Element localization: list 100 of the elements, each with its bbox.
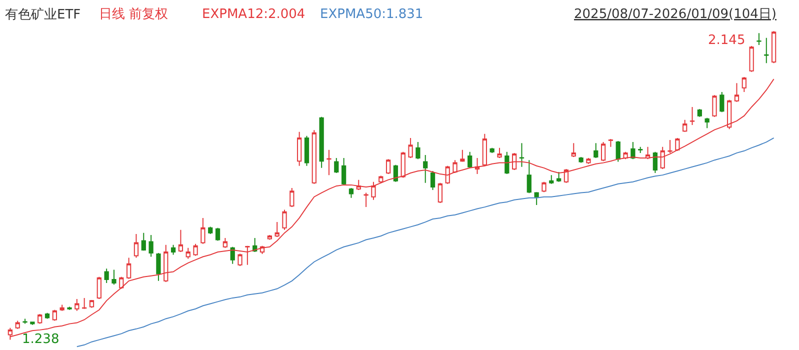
candlestick: [312, 130, 316, 184]
candlestick: [393, 164, 398, 182]
candlestick: [364, 192, 368, 208]
candlestick: [586, 158, 591, 164]
candlestick: [274, 222, 280, 238]
candlestick: [549, 174, 554, 184]
candlestick: [245, 245, 250, 266]
candlestick: [504, 151, 510, 175]
text: EXPMA12:2.004: [202, 7, 306, 22]
candlestick: [452, 160, 458, 174]
candlestick: [208, 226, 213, 234]
candlestick: [238, 253, 242, 266]
candlestick: [474, 158, 480, 175]
candlestick: [660, 146, 665, 170]
candlestick: [193, 243, 198, 256]
candlestick: [600, 142, 606, 162]
chart-subtitle: 日线 前复权: [99, 7, 168, 22]
candlestick: [282, 209, 287, 230]
candlestick: [74, 298, 80, 312]
annotation: 2.145: [708, 33, 746, 48]
candlestick: [734, 82, 740, 102]
candlestick: [52, 309, 57, 322]
candlestick: [608, 138, 614, 148]
candlestick: [771, 30, 776, 64]
candlestick: [526, 160, 532, 194]
candlestick: [468, 151, 472, 168]
candlestick: [704, 117, 710, 129]
candlestick: [460, 149, 465, 162]
candlestick: [438, 182, 443, 204]
candlestick: [104, 268, 109, 284]
candlestick: [727, 99, 732, 130]
candlestick: [82, 297, 87, 310]
candlestick: [556, 172, 562, 182]
text: 2025/08/07-2026/01/09(104日): [574, 7, 777, 22]
candlestick: [668, 140, 672, 154]
candlestick: [348, 188, 354, 198]
candlestick: [326, 149, 332, 176]
candlestick: [230, 246, 235, 264]
candlestick: [126, 257, 132, 280]
candlestick: [697, 108, 702, 118]
candlestick: [408, 137, 413, 159]
candlestick: [89, 299, 94, 308]
annotation: 1.238: [22, 332, 60, 347]
candlestick: [742, 76, 746, 93]
candlestick: [445, 165, 450, 184]
candlestick: [297, 131, 302, 166]
candlestick: [578, 156, 584, 164]
candlestick: [134, 233, 139, 258]
candlestick: [178, 229, 184, 252]
candlestick: [341, 158, 346, 186]
candlestick: [423, 154, 428, 184]
candlestick: [215, 227, 220, 242]
candlestick: [638, 146, 643, 154]
candlestick: [38, 313, 42, 324]
candlestick: [690, 106, 695, 126]
candlestick: [542, 181, 546, 193]
candlestick: [720, 92, 724, 113]
candlestick: [290, 188, 294, 208]
candlestick: [652, 151, 658, 174]
candlestick: [30, 321, 35, 326]
candlestick: [386, 158, 391, 175]
candlestick: [112, 269, 116, 286]
candlestick: [334, 158, 339, 174]
candlestick: [60, 304, 64, 312]
candlestick: [482, 133, 487, 166]
candlestick: [200, 217, 206, 244]
candlestick: [141, 232, 146, 252]
candlestick: [512, 152, 517, 170]
candlestick: [371, 181, 376, 200]
candlestick: [148, 234, 154, 258]
candlestick: [630, 142, 636, 160]
candlestick: [222, 238, 228, 248]
candlestick: [67, 306, 72, 310]
candlestick: [519, 142, 524, 168]
candlestick: [682, 119, 688, 132]
candlestick: [675, 137, 680, 152]
candlestick: [594, 142, 598, 159]
candlestick: [416, 142, 420, 160]
candlestick: [156, 252, 161, 282]
candlestick: [430, 170, 436, 191]
candlestick: [490, 147, 494, 154]
candlestick: [22, 318, 28, 324]
candlestick: [96, 276, 102, 300]
text: EXPMA50:1.831: [320, 7, 424, 22]
candlestick: [712, 94, 717, 118]
candlestick: [534, 192, 539, 206]
candlestick: [756, 32, 762, 46]
candlestick: [749, 46, 754, 72]
candlestick: [400, 151, 406, 178]
candlestick: [616, 140, 620, 162]
candlestick: [170, 244, 176, 256]
candlestick: [497, 147, 502, 159]
chart-title: 有色矿业ETF: [5, 8, 81, 23]
candlestick: [764, 37, 769, 64]
candlestick: [15, 320, 20, 330]
candlestick: [319, 116, 324, 168]
candlestick: [304, 135, 310, 166]
candlestick: [186, 247, 190, 260]
candlestick: [571, 142, 576, 158]
candlestick: [164, 244, 168, 282]
